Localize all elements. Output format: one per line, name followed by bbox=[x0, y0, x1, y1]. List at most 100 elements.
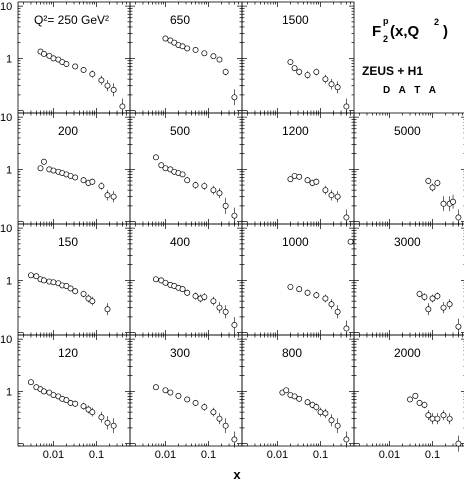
data-point bbox=[222, 308, 229, 315]
data-point bbox=[192, 182, 199, 189]
data-point bbox=[322, 410, 329, 417]
data-point bbox=[192, 400, 199, 406]
y-tick-label: 1 bbox=[6, 53, 12, 65]
data-point bbox=[40, 388, 47, 395]
data-point bbox=[89, 409, 96, 416]
y-tick-label: 10 bbox=[0, 223, 12, 235]
data-point bbox=[152, 384, 159, 391]
data-point bbox=[343, 325, 350, 332]
panel-q2-label: 150 bbox=[58, 235, 78, 249]
x-tick-label: 0.01 bbox=[155, 449, 176, 461]
data-point bbox=[334, 308, 341, 315]
data-point bbox=[37, 165, 44, 172]
data-point bbox=[119, 103, 126, 110]
data-point bbox=[179, 286, 186, 293]
data-point bbox=[40, 50, 47, 57]
panel-q2-800: 800 0.01 0.1 bbox=[241, 334, 355, 461]
data-point bbox=[162, 35, 169, 42]
data-point bbox=[104, 192, 111, 199]
data-point bbox=[421, 401, 428, 408]
y-tick-label: 10 bbox=[0, 334, 12, 346]
panel-q2-label: 120 bbox=[58, 346, 78, 360]
data-point bbox=[216, 190, 223, 197]
title-subscript: 2 bbox=[383, 34, 388, 44]
panel-q2-label: 400 bbox=[170, 235, 190, 249]
data-point bbox=[328, 301, 335, 308]
data-point bbox=[425, 178, 432, 184]
panel-q2-label: 1500 bbox=[282, 13, 309, 27]
data-point bbox=[89, 298, 96, 305]
data-point bbox=[304, 177, 311, 184]
data-point bbox=[343, 214, 350, 221]
data-point bbox=[291, 393, 298, 400]
data-point bbox=[210, 409, 217, 416]
data-point bbox=[50, 55, 57, 62]
panel-q2-1200: 1200 bbox=[241, 112, 355, 226]
data-point bbox=[231, 436, 238, 443]
title-f-letter: F bbox=[372, 23, 381, 40]
panel-q2-400: 400 bbox=[129, 223, 243, 336]
data-point bbox=[98, 414, 105, 421]
data-point bbox=[50, 167, 57, 174]
data-point bbox=[104, 82, 111, 89]
data-point bbox=[287, 59, 294, 66]
data-point bbox=[455, 440, 462, 447]
panel-q2-label: 5000 bbox=[394, 124, 421, 138]
data-point bbox=[175, 392, 182, 399]
data-point bbox=[80, 67, 87, 73]
data-point bbox=[296, 173, 303, 180]
data-point bbox=[201, 183, 208, 189]
data-point bbox=[158, 162, 165, 169]
data-point bbox=[334, 193, 341, 200]
panel-q2-500: 500 bbox=[129, 112, 243, 225]
data-point bbox=[412, 392, 419, 399]
data-point bbox=[446, 415, 453, 422]
data-point bbox=[179, 171, 186, 178]
x-tick-label: 0.1 bbox=[425, 449, 440, 461]
y-tick-label: 10 bbox=[0, 1, 12, 13]
data-point bbox=[429, 415, 436, 422]
panel-q2-300: 300 0.01 0.1 bbox=[129, 334, 243, 461]
panel-q2-label: 300 bbox=[170, 346, 190, 360]
data-point bbox=[347, 238, 354, 245]
data-point bbox=[222, 422, 229, 429]
data-point bbox=[434, 179, 441, 186]
data-point bbox=[184, 177, 191, 184]
data-point bbox=[313, 68, 320, 75]
data-point bbox=[440, 200, 447, 207]
data-point bbox=[322, 295, 329, 302]
data-point bbox=[110, 193, 117, 200]
data-point bbox=[313, 178, 320, 185]
data-point bbox=[67, 285, 74, 292]
data-point bbox=[416, 290, 423, 297]
data-point bbox=[287, 283, 294, 290]
panel-q2-label: 3000 bbox=[394, 235, 421, 249]
panel-q2-label: Q²= 250 GeV² bbox=[34, 13, 109, 27]
data-point bbox=[98, 183, 105, 189]
title-argument: (x,Q bbox=[390, 23, 420, 40]
data-point bbox=[72, 288, 79, 295]
panel-q2-120: 120 1 10 0.01 0.1 bbox=[0, 334, 131, 461]
panel-q2-label: 500 bbox=[170, 124, 190, 138]
data-point bbox=[313, 404, 320, 411]
data-point bbox=[89, 178, 96, 185]
data-point bbox=[80, 290, 87, 297]
data-point bbox=[63, 61, 70, 67]
data-point bbox=[296, 68, 303, 75]
panel-q2-1000: 1000 bbox=[241, 223, 355, 337]
data-point bbox=[429, 184, 436, 191]
data-point bbox=[434, 415, 441, 422]
data-point bbox=[287, 176, 294, 183]
data-point bbox=[184, 45, 191, 52]
data-point bbox=[455, 214, 462, 221]
x-tick-label: 0.01 bbox=[267, 449, 288, 461]
data-point bbox=[210, 53, 217, 60]
x-tick-label: 0.1 bbox=[201, 449, 216, 461]
panel-q2-label: 2000 bbox=[394, 346, 421, 360]
data-point bbox=[216, 56, 223, 63]
panel-q2-label: 1000 bbox=[282, 235, 309, 249]
data-point bbox=[210, 187, 217, 194]
panel-q2-label: 1200 bbox=[282, 124, 309, 138]
data-point bbox=[46, 389, 53, 396]
